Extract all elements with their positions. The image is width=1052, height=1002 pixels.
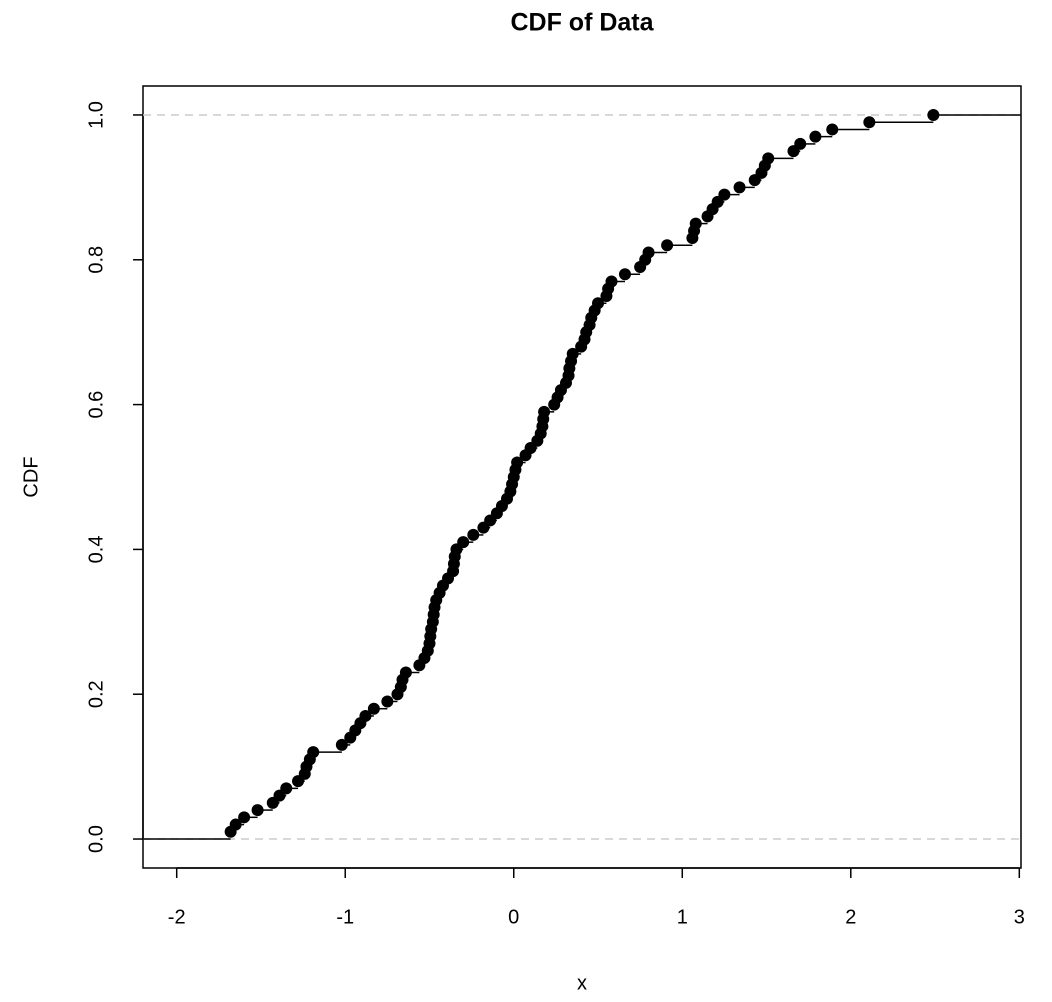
point <box>381 695 394 708</box>
x-tick-label: 1 <box>677 906 688 928</box>
y-tick-label: 0.8 <box>85 246 107 274</box>
point <box>280 782 293 795</box>
point <box>689 217 702 230</box>
x-axis-label: x <box>577 972 587 994</box>
point <box>863 116 876 129</box>
point <box>592 297 605 310</box>
x-tick-label: -1 <box>336 906 354 928</box>
point <box>762 152 775 165</box>
x-tick-label: -2 <box>168 906 186 928</box>
x-tick-label: 3 <box>1014 906 1025 928</box>
point <box>605 275 618 288</box>
point <box>826 123 839 136</box>
y-tick-label: 0.4 <box>85 536 107 564</box>
point <box>733 181 746 194</box>
x-tick-label: 0 <box>508 906 519 928</box>
point <box>467 528 480 541</box>
y-tick-label: 0.0 <box>85 825 107 853</box>
y-axis-label: CDF <box>20 456 42 497</box>
point <box>511 456 524 469</box>
point <box>367 702 380 715</box>
point <box>661 239 674 252</box>
point <box>538 405 551 418</box>
point <box>618 268 631 281</box>
y-tick-label: 1.0 <box>85 101 107 129</box>
point <box>566 347 579 360</box>
point <box>642 246 655 259</box>
point <box>335 738 348 751</box>
point <box>794 137 807 150</box>
plot-frame <box>142 85 1022 869</box>
point <box>718 188 731 201</box>
chart-title: CDF of Data <box>510 9 654 37</box>
point <box>238 811 251 824</box>
point <box>229 818 242 831</box>
point <box>251 804 264 817</box>
y-tick-label: 0.2 <box>85 680 107 708</box>
point <box>457 536 470 549</box>
point <box>399 666 412 679</box>
point <box>307 746 320 759</box>
point <box>359 709 372 722</box>
point <box>927 108 940 121</box>
y-tick-label: 0.6 <box>85 391 107 419</box>
point <box>809 130 822 143</box>
x-tick-label: 2 <box>845 906 856 928</box>
